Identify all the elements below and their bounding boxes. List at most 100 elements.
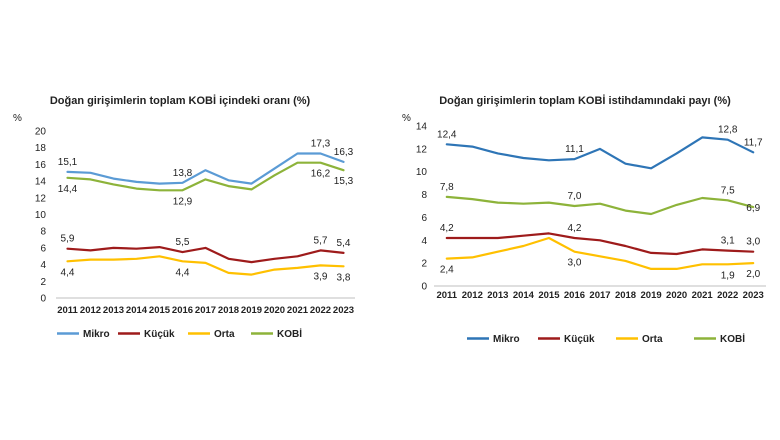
x-tick-label: 2020 [264, 305, 285, 316]
x-tick-label: 2012 [80, 305, 101, 316]
data-label: 7,8 [440, 182, 454, 193]
y-tick-label: 2 [421, 259, 427, 270]
data-label: 16,2 [311, 169, 331, 180]
series-line-kobi̇ [445, 195, 755, 216]
y-tick-label: 16 [35, 160, 47, 171]
y-tick-label: 4 [421, 236, 427, 247]
legend-label-küçük: Küçük [564, 334, 595, 345]
y-axis-unit-label: % [13, 113, 22, 124]
legend-label-orta: Orta [214, 329, 235, 340]
data-label: 6,9 [746, 203, 760, 214]
y-tick-label: 6 [421, 213, 427, 224]
y-tick-label: 12 [35, 193, 47, 204]
legend-label-kobi̇: KOBİ [720, 332, 745, 345]
legend-label-kobi̇: KOBİ [277, 327, 302, 340]
x-tick-label: 2013 [103, 305, 124, 316]
x-tick-label: 2019 [241, 305, 262, 316]
y-tick-label: 18 [35, 143, 47, 154]
data-label: 15,1 [58, 157, 78, 168]
data-label: 3,9 [314, 271, 328, 282]
chart-right-panel: Doğan girişimlerin toplam KOBİ istihdamı… [390, 0, 780, 440]
data-label: 4,4 [61, 267, 75, 278]
data-label: 12,9 [173, 196, 193, 207]
data-label: 3,8 [337, 272, 351, 283]
chart-left: Doğan girişimlerin toplam KOBİ içindeki … [13, 94, 355, 340]
data-label: 7,0 [568, 191, 582, 202]
data-label: 3,0 [568, 258, 582, 269]
data-label: 11,1 [565, 144, 584, 155]
x-tick-label: 2022 [310, 305, 331, 316]
y-tick-label: 10 [35, 210, 47, 221]
x-tick-label: 2023 [743, 290, 764, 301]
chart-right: Doğan girişimlerin toplam KOBİ istihdamı… [402, 94, 766, 345]
data-label: 2,0 [746, 269, 760, 280]
x-tick-label: 2012 [462, 290, 483, 301]
data-label: 1,9 [721, 270, 735, 281]
data-label: 12,8 [718, 125, 738, 136]
series-line-mikro [445, 136, 755, 170]
x-tick-label: 2011 [436, 290, 457, 301]
data-label: 4,4 [176, 267, 190, 278]
x-tick-label: 2018 [218, 305, 239, 316]
chart-title: Doğan girişimlerin toplam KOBİ içindeki … [50, 94, 311, 107]
data-label: 5,7 [314, 235, 328, 246]
x-tick-label: 2017 [589, 290, 610, 301]
x-tick-label: 2021 [287, 305, 309, 316]
data-label: 5,5 [176, 237, 190, 248]
x-tick-label: 2017 [195, 305, 216, 316]
data-label: 15,3 [334, 176, 354, 187]
data-label: 5,9 [61, 234, 75, 245]
x-tick-label: 2018 [615, 290, 636, 301]
data-label: 3,0 [746, 237, 760, 248]
data-label: 4,2 [568, 223, 582, 234]
data-label: 5,4 [337, 238, 351, 249]
series-line-kobi̇ [66, 161, 345, 192]
x-tick-label: 2013 [487, 290, 508, 301]
legend-label-orta: Orta [642, 334, 663, 345]
data-label: 2,4 [440, 265, 454, 276]
y-tick-label: 8 [40, 227, 46, 238]
x-tick-label: 2015 [149, 305, 171, 316]
chart-title: Doğan girişimlerin toplam KOBİ istihdamı… [439, 94, 731, 107]
data-label: 13,8 [173, 168, 193, 179]
data-label: 16,3 [334, 147, 354, 158]
data-label: 17,3 [311, 139, 331, 150]
data-label: 12,4 [437, 129, 457, 140]
x-tick-label: 2019 [641, 290, 662, 301]
series-line-orta [66, 255, 345, 276]
series-line-orta [445, 236, 755, 270]
x-tick-label: 2014 [513, 290, 535, 301]
legend-label-mikro: Mikro [83, 329, 110, 340]
legend-label-küçük: Küçük [144, 329, 175, 340]
y-tick-label: 14 [35, 177, 47, 188]
data-label: 11,7 [744, 137, 763, 148]
data-label: 14,4 [58, 184, 78, 195]
y-tick-label: 2 [40, 277, 46, 288]
y-tick-label: 10 [416, 167, 428, 178]
y-tick-label: 6 [40, 243, 46, 254]
chart-left-panel: Doğan girişimlerin toplam KOBİ içindeki … [13, 94, 355, 340]
y-tick-label: 8 [421, 190, 427, 201]
x-tick-label: 2021 [692, 290, 714, 301]
y-tick-label: 20 [35, 127, 47, 138]
x-tick-label: 2016 [172, 305, 193, 316]
series-line-küçük [66, 246, 345, 264]
x-tick-label: 2014 [126, 305, 148, 316]
x-tick-label: 2020 [666, 290, 687, 301]
y-axis-unit-label: % [402, 113, 411, 124]
series-line-küçük [445, 232, 755, 256]
legend-label-mikro: Mikro [493, 334, 520, 345]
y-tick-label: 4 [40, 260, 46, 271]
x-tick-label: 2016 [564, 290, 585, 301]
y-tick-label: 14 [416, 122, 428, 133]
y-tick-label: 0 [421, 282, 427, 293]
y-tick-label: 12 [416, 144, 428, 155]
x-tick-label: 2011 [57, 305, 78, 316]
series-line-mikro [66, 152, 345, 185]
data-label: 7,5 [721, 185, 735, 196]
data-label: 3,1 [721, 236, 735, 247]
x-tick-label: 2022 [717, 290, 738, 301]
x-tick-label: 2015 [538, 290, 560, 301]
y-tick-label: 0 [40, 294, 46, 305]
data-label: 4,2 [440, 223, 454, 234]
